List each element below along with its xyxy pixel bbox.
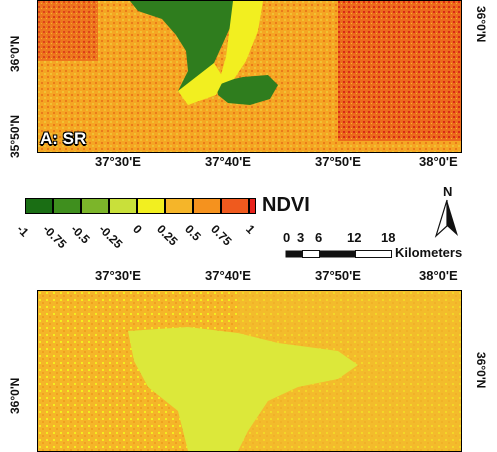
lake-region-b: [128, 327, 358, 451]
scale-tick-12: 12: [347, 230, 362, 245]
lon-label-a-3: 37°50'E: [315, 154, 361, 169]
legend-value-3: -0.5: [68, 222, 93, 247]
legend-swatch-4: [109, 198, 137, 214]
lon-label-b-2: 37°40'E: [205, 268, 251, 283]
ndvi-map-b: [38, 291, 461, 451]
lon-label-b-1: 37°30'E: [95, 268, 141, 283]
scale-bar-graphic: [285, 250, 392, 258]
lat-label-a-left-1: 36°0'N: [8, 35, 22, 72]
scale-tick-3: 3: [297, 230, 305, 245]
lat-label-b-right-1: 36°0'N: [474, 352, 488, 389]
lake-region-a: [130, 1, 238, 101]
legend-swatch-6: [165, 198, 193, 214]
map-panel-b: [37, 290, 462, 452]
legend-swatch-7: [193, 198, 221, 214]
legend-value-2: -0.75: [40, 222, 70, 252]
legend-value-4: -0.25: [96, 222, 126, 252]
legend-value-8: 0.75: [208, 222, 235, 249]
lon-label-a-1: 37°30'E: [95, 154, 141, 169]
legend-value-5: 0: [130, 222, 145, 237]
scale-tick-18: 18: [381, 230, 396, 245]
lon-label-b-3: 37°50'E: [315, 268, 361, 283]
legend-swatch-1: [25, 198, 53, 214]
legend-swatch-8: [221, 198, 249, 214]
lon-label-a-2: 37°40'E: [205, 154, 251, 169]
legend-value-9: 1: [243, 222, 258, 237]
north-arrow-icon: [434, 199, 458, 238]
legend-title: NDVI: [262, 194, 310, 216]
lon-label-a-4: 38°0'E: [419, 154, 458, 169]
scale-unit: Kilometers: [395, 245, 463, 260]
scale-tick-0: 0: [283, 230, 291, 245]
scale-tick-6: 6: [315, 230, 323, 245]
legend-swatch-5: [137, 198, 165, 214]
legend-value-7: 0.5: [182, 222, 204, 244]
legend-value-1: -1: [14, 222, 32, 240]
ndvi-map-a: [38, 1, 461, 152]
panel-label-a: A: SR: [40, 129, 87, 148]
lon-label-b-4: 38°0'E: [419, 268, 458, 283]
legend-swatch-3: [81, 198, 109, 214]
lat-label-b-left-1: 36°0'N: [8, 377, 22, 414]
north-label: N: [443, 184, 453, 199]
lat-label-a-left-2: 35°50'N: [8, 114, 22, 158]
legend-swatch-2: [53, 198, 81, 214]
map-panel-a: A: SR: [37, 0, 462, 153]
legend-swatch-9: [249, 198, 256, 214]
legend-value-6: 0.25: [154, 222, 181, 249]
lat-label-a-right-1: 36°0'N: [474, 6, 488, 43]
